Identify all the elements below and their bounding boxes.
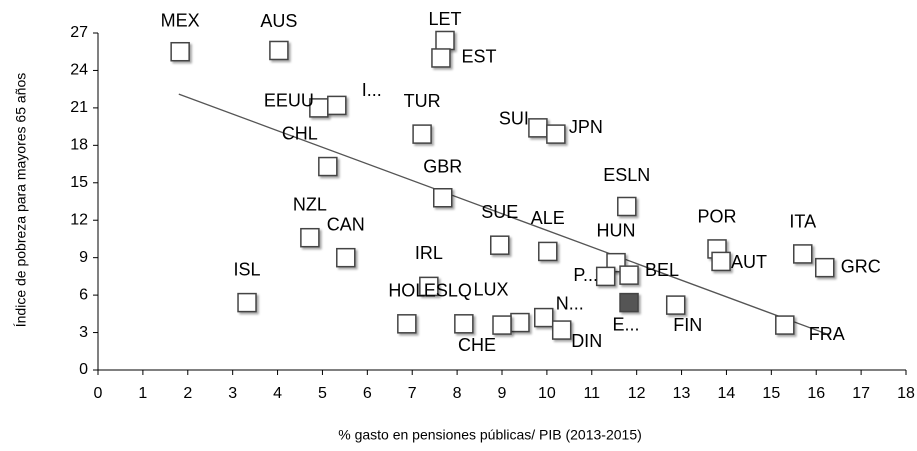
x-tick-label: 13 [673,385,691,402]
point-label: FIN [673,315,702,335]
y-tick-label: 27 [70,24,88,41]
y-tick-label: 18 [70,137,88,154]
point [318,156,338,177]
point [510,312,530,333]
point [237,292,257,313]
x-tick-label: 11 [583,385,600,402]
point [528,118,548,138]
point [551,320,572,340]
point-label: TUR [404,91,441,111]
point [617,196,637,217]
y-tick-label: 9 [79,249,88,266]
y-tick-label: 6 [79,286,88,303]
point-label: IRL [415,243,443,263]
point [336,247,356,268]
point [454,314,474,334]
x-tick-label: 10 [538,385,556,402]
point [665,295,686,315]
x-tick-label: 15 [762,385,780,402]
point [327,95,347,116]
x-tick-label: 7 [408,385,417,402]
point-label: SUI [499,109,529,129]
point-label: AUS [260,11,297,31]
point [170,41,190,62]
point [432,188,453,208]
x-tick-label: 16 [807,385,825,402]
point [546,124,566,144]
point [431,48,451,68]
x-tick-label: 12 [628,385,646,402]
point-label: EST [461,47,496,67]
x-tick-label: 18 [897,385,915,402]
point-label: LUX [473,279,508,299]
y-axis-title: Índice de pobreza para mayores 65 años [13,73,29,328]
point-label: CAN [327,214,365,234]
point-label: N... [556,293,584,313]
point-label: FRA [809,324,845,344]
point-label: GBR [423,157,462,177]
x-tick-label: 4 [273,385,282,402]
point [397,314,417,334]
point-label: MEX [161,10,200,30]
point-label: ESLQ [424,281,472,301]
y-tick-label: 3 [79,324,88,341]
trend-line [178,93,830,336]
y-tick-label: 0 [79,361,88,378]
x-tick-label: 5 [318,385,327,402]
x-tick-label: 9 [498,385,507,402]
point-label: EEUU [264,91,314,111]
point [538,241,558,262]
point-label: E... [613,314,640,334]
point [619,265,639,285]
point-label: HOL [388,281,425,301]
point-label: JPN [569,117,603,137]
point [419,276,439,297]
point [269,40,289,61]
point [815,257,835,278]
point-label: SUE [481,202,518,222]
point-label: ISL [234,259,261,279]
x-tick-label: 2 [183,385,192,402]
x-tick-label: 0 [94,385,103,402]
point [300,227,320,248]
x-tick-label: 6 [363,385,372,402]
x-tick-label: 8 [453,385,462,402]
y-tick-label: 24 [70,62,88,79]
highlight-point [619,292,639,313]
point-label: LET [428,9,461,29]
x-tick-label: 17 [852,385,870,402]
x-tick-label: 14 [718,385,736,402]
point [711,251,731,272]
point-label: ESLN [603,165,650,185]
point [775,315,795,335]
point-label: CHE [458,335,496,355]
point-label: HUN [597,220,636,240]
point [492,315,512,335]
point-label: CHL [282,123,318,143]
point [533,307,554,328]
point-label: GRC [841,256,881,276]
point-label: ITA [789,212,816,232]
point [412,124,432,144]
point [435,30,455,51]
point-label: DIN [571,331,602,351]
point [595,266,616,287]
point-label: P... [573,265,598,285]
x-axis-title: % gasto en pensiones públicas/ PIB (2013… [338,427,642,443]
point [490,235,510,255]
point [793,244,813,264]
point-label: POR [698,207,737,227]
point-label: BEL [645,260,679,280]
point-label: AUT [731,252,767,272]
y-tick-label: 12 [70,211,88,228]
point-label: ALE [531,208,565,228]
y-tick-label: 15 [70,174,88,191]
x-tick-label: 1 [138,385,147,402]
point-label: NZL [293,194,327,214]
x-tick-label: 3 [228,385,237,402]
point-label: I... [362,80,382,100]
y-tick-label: 21 [70,99,88,116]
